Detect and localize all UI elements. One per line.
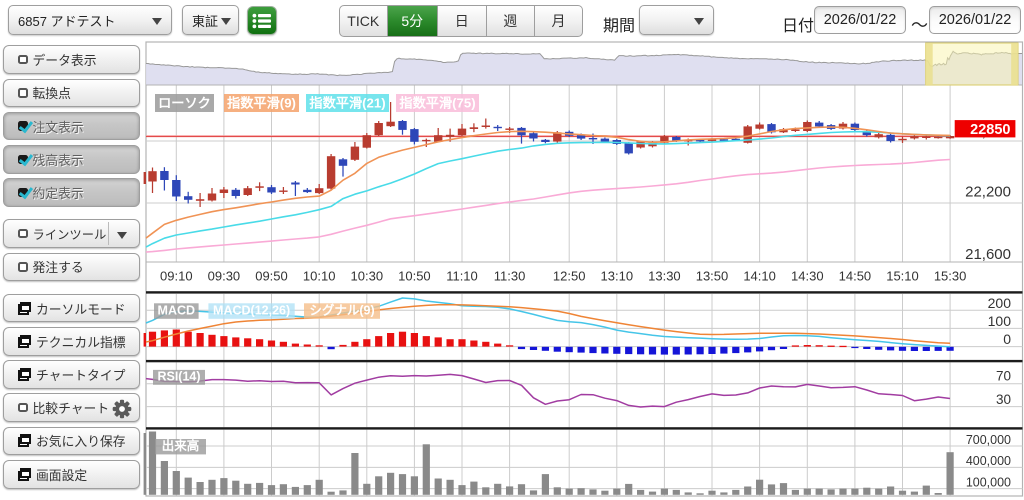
svg-text:15:30: 15:30 — [934, 269, 967, 284]
svg-text:指数平滑(21): 指数平滑(21) — [309, 95, 385, 111]
svg-text:10:50: 10:50 — [398, 269, 431, 284]
svg-text:出来高: 出来高 — [162, 438, 200, 453]
svg-text:09:50: 09:50 — [255, 269, 288, 284]
svg-text:09:10: 09:10 — [160, 269, 193, 284]
svg-text:ローソク: ローソク — [158, 96, 211, 111]
svg-text:指数平滑(9): 指数平滑(9) — [227, 95, 296, 111]
svg-text:22850: 22850 — [970, 122, 1010, 138]
svg-text:14:10: 14:10 — [743, 269, 776, 284]
svg-text:14:50: 14:50 — [839, 269, 872, 284]
svg-text:指数平滑(75): 指数平滑(75) — [399, 95, 475, 111]
svg-text:13:30: 13:30 — [648, 269, 681, 284]
svg-text:22,200: 22,200 — [965, 184, 1011, 201]
svg-text:13:10: 13:10 — [601, 269, 634, 284]
svg-text:シグナル(9): シグナル(9) — [309, 302, 374, 317]
svg-text:14:30: 14:30 — [791, 269, 824, 284]
svg-text:12:50: 12:50 — [553, 269, 586, 284]
svg-text:100,000: 100,000 — [966, 476, 1011, 490]
svg-text:15:10: 15:10 — [886, 269, 919, 284]
svg-text:0: 0 — [1003, 331, 1011, 347]
svg-text:MACD: MACD — [158, 303, 196, 317]
svg-text:200: 200 — [988, 295, 1012, 311]
svg-text:21,600: 21,600 — [965, 246, 1011, 263]
svg-text:400,000: 400,000 — [966, 454, 1011, 468]
svg-text:30: 30 — [996, 392, 1011, 407]
svg-text:13:50: 13:50 — [696, 269, 729, 284]
svg-text:RSI(14): RSI(14) — [157, 369, 200, 383]
svg-text:10:30: 10:30 — [351, 269, 384, 284]
svg-text:11:30: 11:30 — [494, 269, 526, 284]
svg-text:09:30: 09:30 — [208, 269, 241, 284]
svg-text:10:10: 10:10 — [303, 269, 336, 284]
svg-text:11:10: 11:10 — [446, 269, 478, 284]
svg-text:100: 100 — [988, 313, 1012, 329]
svg-text:70: 70 — [996, 369, 1011, 384]
svg-text:700,000: 700,000 — [966, 433, 1011, 447]
svg-text:MACD(12,26): MACD(12,26) — [213, 303, 290, 317]
